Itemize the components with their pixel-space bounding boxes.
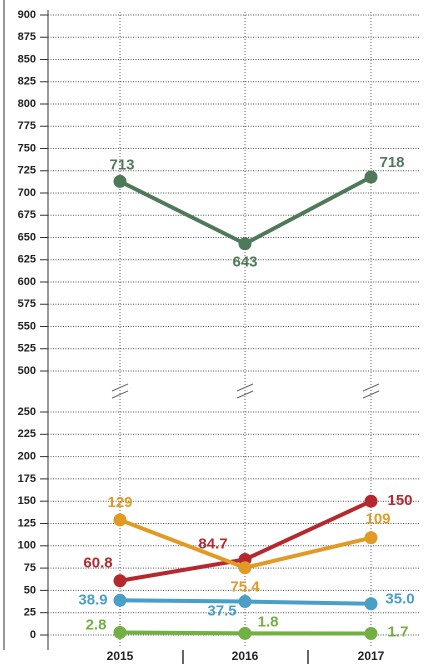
point	[364, 494, 378, 508]
y-tick-label: 725	[18, 165, 36, 177]
x-tick-label: 2015	[107, 649, 134, 663]
data-label: 643	[232, 254, 257, 271]
y-tick-label: 25	[24, 607, 36, 619]
point	[364, 626, 378, 640]
point	[364, 597, 378, 611]
y-tick-label: 125	[18, 517, 36, 529]
y-tick-label: 750	[18, 142, 36, 154]
y-tick-label: 875	[18, 31, 36, 43]
data-label: 2.8	[86, 616, 107, 633]
data-label: 38.9	[78, 591, 107, 608]
y-tick-label: 200	[18, 451, 36, 463]
data-label: 713	[109, 156, 134, 173]
data-label: 37.5	[207, 603, 236, 620]
y-tick-label: 850	[18, 53, 36, 65]
y-tick-label: 500	[18, 365, 36, 377]
y-tick-label: 225	[18, 428, 36, 440]
point	[113, 593, 127, 607]
data-label: 84.7	[198, 535, 227, 552]
y-tick-label: 0	[30, 629, 36, 641]
point	[238, 595, 252, 609]
y-tick-label: 825	[18, 76, 36, 88]
point	[238, 237, 252, 251]
y-tick-label: 50	[24, 584, 36, 596]
data-label: 1.8	[258, 613, 279, 630]
point	[238, 561, 252, 575]
data-label: 718	[379, 154, 404, 171]
x-tick-label: 2016	[232, 649, 259, 663]
data-label: 75.4	[230, 579, 260, 596]
y-tick-label: 625	[18, 254, 36, 266]
point	[113, 174, 127, 188]
y-tick-label: 550	[18, 320, 36, 332]
y-tick-label: 800	[18, 98, 36, 110]
point	[364, 531, 378, 545]
x-tick-label: 2017	[358, 649, 385, 663]
data-label: 129	[107, 494, 132, 511]
data-label: 150	[387, 492, 412, 509]
y-tick-label: 525	[18, 343, 36, 355]
y-tick-label: 600	[18, 276, 36, 288]
data-label: 109	[365, 511, 390, 528]
data-label: 1.7	[388, 623, 409, 640]
y-tick-label: 100	[18, 540, 36, 552]
point	[113, 513, 127, 527]
y-tick-label: 575	[18, 298, 36, 310]
y-tick-label: 150	[18, 495, 36, 507]
data-label: 60.8	[83, 555, 112, 572]
point	[238, 626, 252, 640]
point	[364, 170, 378, 184]
y-tick-label: 650	[18, 231, 36, 243]
point	[113, 626, 127, 640]
y-tick-label: 250	[18, 406, 36, 418]
y-tick-label: 775	[18, 120, 36, 132]
y-tick-label: 175	[18, 473, 36, 485]
y-tick-label: 75	[24, 562, 36, 574]
data-label: 35.0	[385, 591, 414, 608]
y-tick-label: 900	[18, 9, 36, 21]
axis-break	[111, 383, 380, 399]
point	[113, 574, 127, 588]
y-tick-label: 700	[18, 187, 36, 199]
y-tick-label: 675	[18, 209, 36, 221]
